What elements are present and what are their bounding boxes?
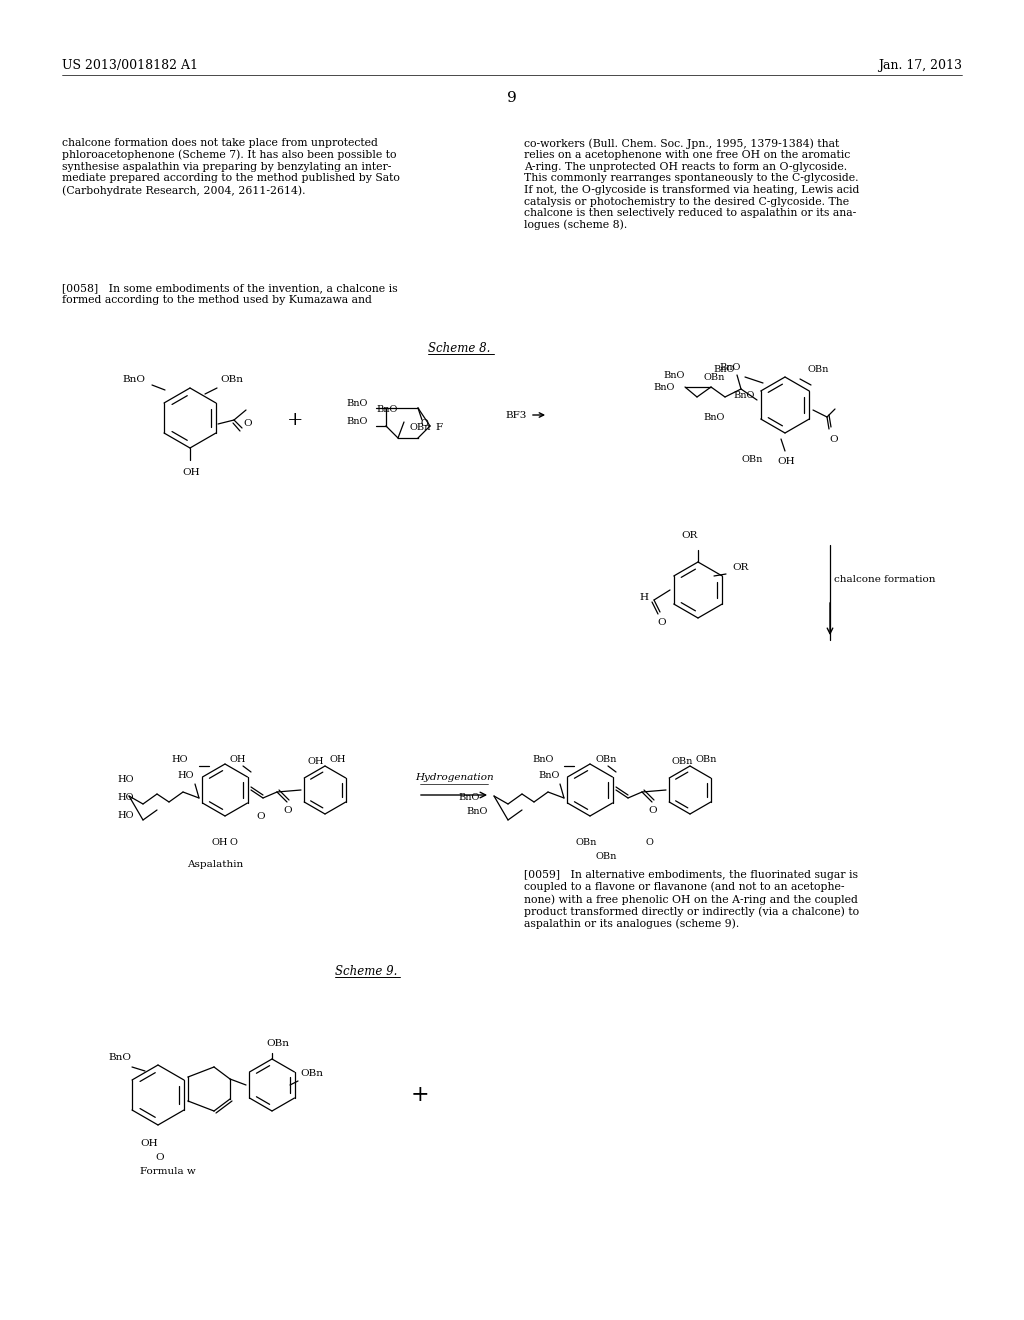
- Text: OBn: OBn: [266, 1039, 289, 1048]
- Text: BnO: BnO: [376, 405, 397, 414]
- Text: BnO: BnO: [664, 371, 685, 380]
- Text: OBn: OBn: [695, 755, 717, 764]
- Text: HO: HO: [117, 793, 133, 803]
- Text: O: O: [257, 812, 265, 821]
- Text: Formula w: Formula w: [140, 1167, 196, 1176]
- Text: chalcone formation does not take place from unprotected
phloroacetophenone (Sche: chalcone formation does not take place f…: [62, 139, 400, 195]
- Text: BnO: BnO: [703, 412, 725, 421]
- Text: BF3: BF3: [505, 411, 526, 420]
- Text: BnO: BnO: [538, 771, 559, 780]
- Text: 9: 9: [507, 91, 517, 106]
- Text: OBn: OBn: [672, 758, 693, 767]
- Text: OBn: OBn: [595, 755, 616, 764]
- Text: OH: OH: [140, 1139, 158, 1148]
- Text: [0059]   In alternative embodiments, the fluorinated sugar is
coupled to a flavo: [0059] In alternative embodiments, the f…: [524, 870, 859, 929]
- Text: F: F: [435, 424, 442, 433]
- Text: HO: HO: [177, 771, 194, 780]
- Text: OR: OR: [682, 531, 698, 540]
- Text: [0058]   In some embodiments of the invention, a chalcone is
formed according to: [0058] In some embodiments of the invent…: [62, 282, 397, 305]
- Text: BnO: BnO: [346, 417, 368, 426]
- Text: BnO: BnO: [108, 1052, 131, 1061]
- Text: O: O: [645, 838, 653, 847]
- Text: Jan. 17, 2013: Jan. 17, 2013: [878, 58, 962, 71]
- Text: OBn: OBn: [300, 1068, 323, 1077]
- Text: BnO: BnO: [532, 755, 553, 764]
- Text: OBn: OBn: [220, 375, 243, 384]
- Text: OBn: OBn: [595, 851, 616, 861]
- Text: O: O: [284, 807, 292, 814]
- Text: +: +: [287, 411, 303, 429]
- Text: OBn: OBn: [575, 838, 597, 847]
- Text: OBn: OBn: [703, 374, 724, 381]
- Text: BnO: BnO: [719, 363, 740, 371]
- Text: BnO: BnO: [713, 364, 734, 374]
- Text: Scheme 8.: Scheme 8.: [428, 342, 490, 355]
- Text: BnO: BnO: [733, 391, 755, 400]
- Text: O: O: [156, 1152, 164, 1162]
- Text: BnO: BnO: [122, 375, 145, 384]
- Text: OR: OR: [732, 564, 749, 573]
- Text: O: O: [829, 436, 838, 444]
- Text: O: O: [243, 420, 252, 429]
- Text: BnO: BnO: [459, 793, 480, 803]
- Text: OBn: OBn: [807, 366, 828, 375]
- Text: OH: OH: [777, 457, 795, 466]
- Text: BnO: BnO: [653, 383, 675, 392]
- Text: chalcone formation: chalcone formation: [834, 576, 936, 585]
- Text: O: O: [648, 807, 657, 814]
- Text: OH: OH: [307, 758, 324, 767]
- Text: OH: OH: [211, 838, 227, 847]
- Text: BnO: BnO: [467, 808, 488, 817]
- Text: OH: OH: [330, 755, 346, 764]
- Text: HO: HO: [171, 755, 187, 764]
- Text: Scheme 9.: Scheme 9.: [335, 965, 397, 978]
- Text: co-workers (Bull. Chem. Soc. Jpn., 1995, 1379-1384) that
relies on a acetophenon: co-workers (Bull. Chem. Soc. Jpn., 1995,…: [524, 139, 859, 231]
- Text: HO: HO: [117, 776, 133, 784]
- Text: O: O: [230, 838, 238, 847]
- Text: BnO: BnO: [346, 400, 368, 408]
- Text: OH: OH: [182, 469, 200, 477]
- Text: HO: HO: [117, 812, 133, 821]
- Text: OBn: OBn: [741, 455, 763, 465]
- Text: US 2013/0018182 A1: US 2013/0018182 A1: [62, 58, 198, 71]
- Text: H: H: [639, 594, 648, 602]
- Text: O: O: [420, 420, 428, 429]
- Text: +: +: [411, 1084, 429, 1106]
- Text: O: O: [657, 618, 667, 627]
- Text: Aspalathin: Aspalathin: [186, 861, 243, 869]
- Text: OH: OH: [230, 755, 247, 764]
- Text: OBn: OBn: [410, 422, 431, 432]
- Text: Hydrogenation: Hydrogenation: [415, 774, 494, 781]
